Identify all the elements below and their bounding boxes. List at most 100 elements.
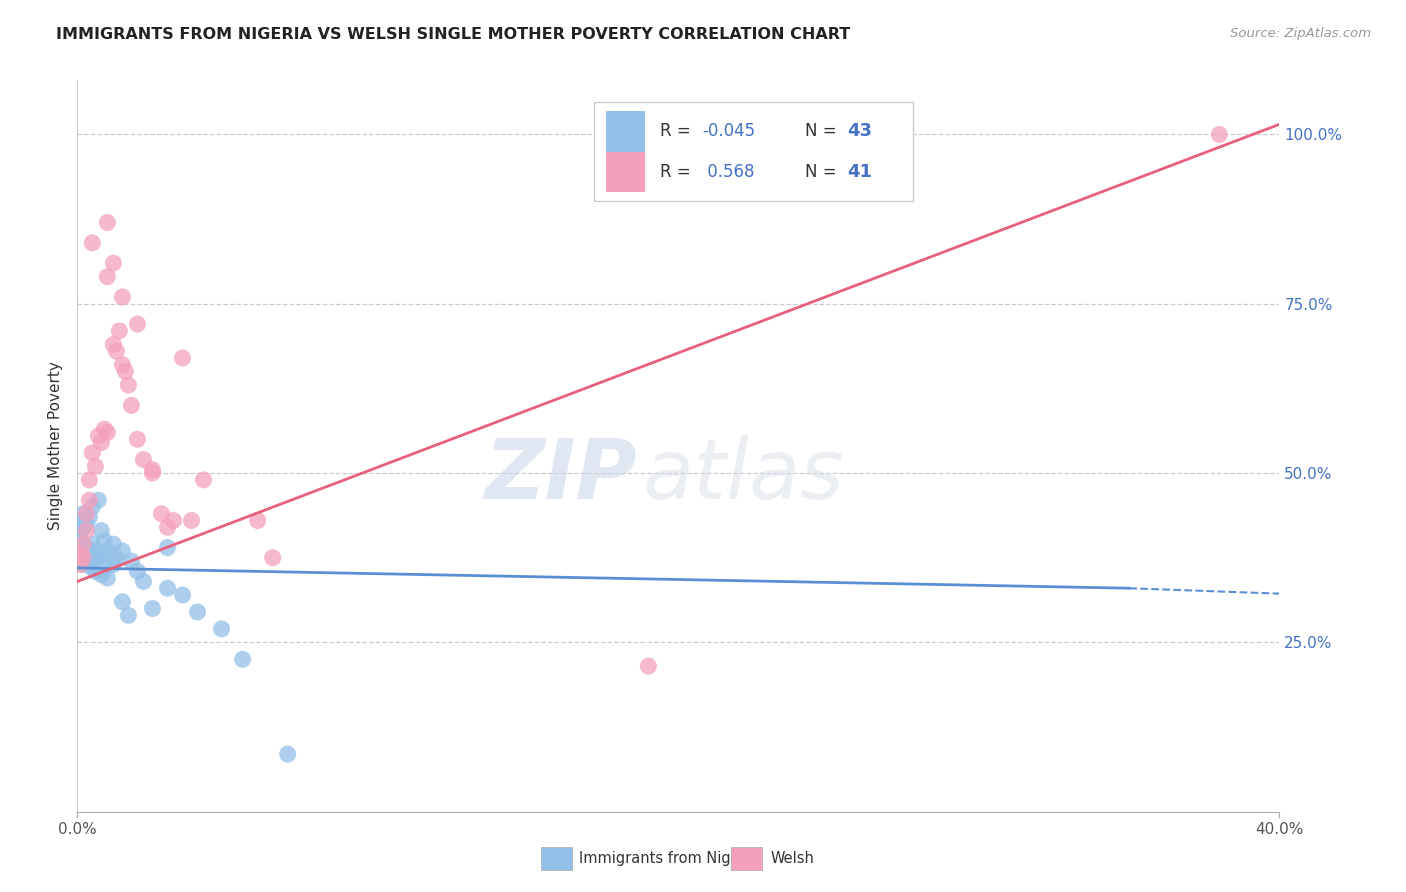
Point — [75, 507, 97, 521]
Point — [187, 605, 209, 619]
Point — [96, 269, 118, 284]
Text: R =: R = — [661, 122, 696, 140]
Point — [156, 581, 179, 595]
Point — [82, 446, 104, 460]
Point — [262, 550, 284, 565]
Point — [637, 659, 659, 673]
Point — [105, 550, 128, 565]
Point — [82, 500, 104, 514]
Text: 41: 41 — [846, 162, 872, 181]
Point — [150, 507, 173, 521]
Point — [69, 547, 91, 561]
Point — [232, 652, 254, 666]
Point — [111, 544, 134, 558]
Point — [141, 466, 163, 480]
Point — [69, 524, 91, 538]
Point — [82, 537, 104, 551]
Point — [111, 290, 134, 304]
Point — [103, 256, 125, 270]
Point — [82, 235, 104, 250]
Text: R =: R = — [661, 162, 696, 181]
Point — [96, 215, 118, 229]
Point — [193, 473, 215, 487]
Point — [84, 564, 107, 578]
FancyBboxPatch shape — [606, 152, 645, 192]
Point — [156, 541, 179, 555]
Point — [172, 351, 194, 365]
Point — [72, 547, 94, 561]
Point — [84, 544, 107, 558]
Point — [180, 514, 202, 528]
Point — [1208, 128, 1230, 142]
Point — [93, 561, 115, 575]
Point — [79, 473, 101, 487]
Point — [87, 429, 110, 443]
Text: Source: ZipAtlas.com: Source: ZipAtlas.com — [1230, 27, 1371, 40]
Point — [93, 533, 115, 548]
Point — [82, 561, 104, 575]
Point — [277, 747, 299, 761]
Point — [96, 544, 118, 558]
Text: 43: 43 — [846, 122, 872, 140]
Point — [111, 358, 134, 372]
Point — [90, 567, 112, 582]
Point — [87, 550, 110, 565]
Point — [87, 493, 110, 508]
Point — [211, 622, 233, 636]
Point — [103, 337, 125, 351]
Point — [72, 558, 94, 572]
Point — [120, 398, 142, 412]
Point — [127, 432, 149, 446]
Text: Welsh: Welsh — [770, 851, 814, 865]
Point — [75, 541, 97, 555]
Text: atlas: atlas — [643, 434, 844, 516]
Point — [69, 558, 91, 572]
Text: 0.568: 0.568 — [703, 162, 755, 181]
Point — [162, 514, 184, 528]
Point — [120, 554, 142, 568]
Point — [103, 558, 125, 572]
FancyBboxPatch shape — [606, 112, 645, 152]
Point — [132, 574, 155, 589]
Point — [246, 514, 269, 528]
Point — [93, 422, 115, 436]
Point — [108, 324, 131, 338]
FancyBboxPatch shape — [595, 103, 912, 201]
Point — [72, 520, 94, 534]
Text: N =: N = — [804, 162, 842, 181]
Text: Immigrants from Nigeria: Immigrants from Nigeria — [579, 851, 759, 865]
Point — [96, 425, 118, 440]
Point — [72, 507, 94, 521]
Point — [172, 588, 194, 602]
Point — [75, 516, 97, 531]
Text: N =: N = — [804, 122, 842, 140]
Point — [90, 524, 112, 538]
Text: -0.045: -0.045 — [703, 122, 755, 140]
Point — [96, 571, 118, 585]
Point — [90, 435, 112, 450]
Point — [72, 550, 94, 565]
Point — [127, 564, 149, 578]
Point — [103, 537, 125, 551]
Point — [75, 550, 97, 565]
Text: IMMIGRANTS FROM NIGERIA VS WELSH SINGLE MOTHER POVERTY CORRELATION CHART: IMMIGRANTS FROM NIGERIA VS WELSH SINGLE … — [56, 27, 851, 42]
Point — [72, 537, 94, 551]
Point — [90, 547, 112, 561]
Point — [141, 463, 163, 477]
Point — [79, 554, 101, 568]
Point — [79, 510, 101, 524]
Point — [132, 452, 155, 467]
Point — [117, 378, 139, 392]
Point — [75, 524, 97, 538]
Point — [156, 520, 179, 534]
Point — [79, 493, 101, 508]
Point — [111, 595, 134, 609]
Point — [127, 317, 149, 331]
Text: ZIP: ZIP — [484, 434, 637, 516]
Point — [69, 514, 91, 528]
Point — [117, 608, 139, 623]
Point — [84, 459, 107, 474]
Point — [69, 533, 91, 548]
Point — [141, 601, 163, 615]
Y-axis label: Single Mother Poverty: Single Mother Poverty — [48, 361, 63, 531]
